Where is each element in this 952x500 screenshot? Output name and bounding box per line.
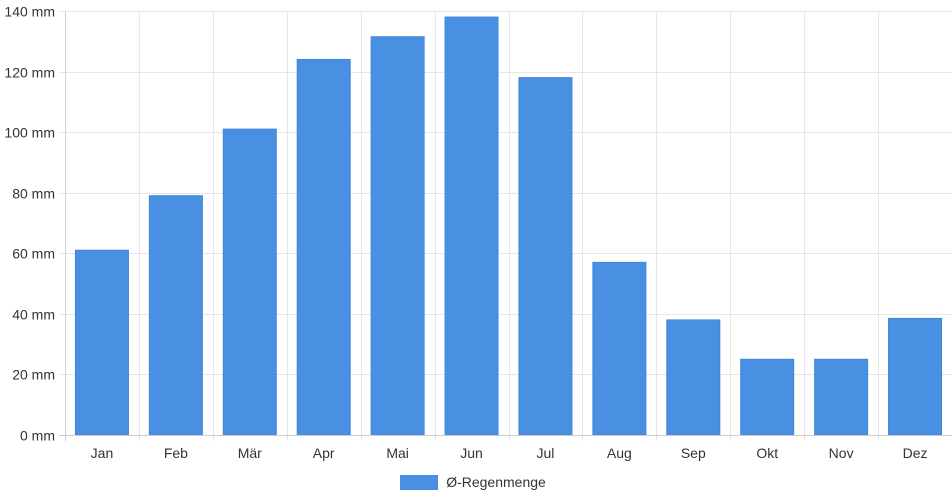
x-tick-label: Apr — [313, 445, 335, 461]
legend-swatch[interactable] — [400, 474, 439, 490]
x-tick-label: Mai — [386, 445, 409, 461]
grid-lines — [59, 11, 952, 441]
legend-label[interactable]: Ø-Regenmenge — [446, 474, 546, 490]
y-tick-label: 20 mm — [12, 367, 55, 383]
x-axis-labels: Jan Feb Mär Apr Mai Jun Jul Aug Sep Okt Nov Dez — [91, 445, 928, 461]
y-tick-label: 100 mm — [4, 125, 55, 141]
y-tick-label: 0 mm — [20, 428, 55, 444]
axes — [59, 11, 952, 441]
bar-group — [74, 16, 943, 436]
y-tick-label: 40 mm — [12, 307, 55, 323]
bar-nov[interactable] — [814, 358, 869, 436]
y-tick-label: 60 mm — [12, 246, 55, 262]
bar-feb[interactable] — [148, 195, 203, 436]
x-tick-label: Jan — [91, 445, 114, 461]
x-tick-label: Jun — [460, 445, 483, 461]
bar-apr[interactable] — [296, 58, 351, 436]
y-tick-label: 140 mm — [4, 4, 55, 20]
bar-aug[interactable] — [592, 261, 647, 436]
x-tick-label: Okt — [756, 445, 778, 461]
y-tick-label: 80 mm — [12, 186, 55, 202]
bar-jul[interactable] — [518, 77, 573, 436]
y-axis-labels: 0 mm 20 mm 40 mm 60 mm 80 mm 100 mm 120 mm 140 … — [4, 4, 55, 444]
bar-sep[interactable] — [666, 319, 721, 436]
x-tick-label: Sep — [681, 445, 706, 461]
bar-mär[interactable] — [222, 128, 277, 436]
x-tick-label: Dez — [903, 445, 928, 461]
bar-jan[interactable] — [74, 249, 129, 436]
legend: Ø-Regenmenge — [0, 472, 952, 492]
x-tick-label: Jul — [537, 445, 555, 461]
x-tick-label: Nov — [829, 445, 854, 461]
bar-dez[interactable] — [888, 317, 943, 436]
x-tick-label: Feb — [164, 445, 188, 461]
bar-okt[interactable] — [740, 358, 795, 436]
x-tick-label: Mär — [238, 445, 262, 461]
y-tick-label: 120 mm — [4, 65, 55, 81]
bar-jun[interactable] — [444, 16, 499, 436]
x-tick-label: Aug — [607, 445, 632, 461]
bar-mai[interactable] — [370, 36, 425, 436]
